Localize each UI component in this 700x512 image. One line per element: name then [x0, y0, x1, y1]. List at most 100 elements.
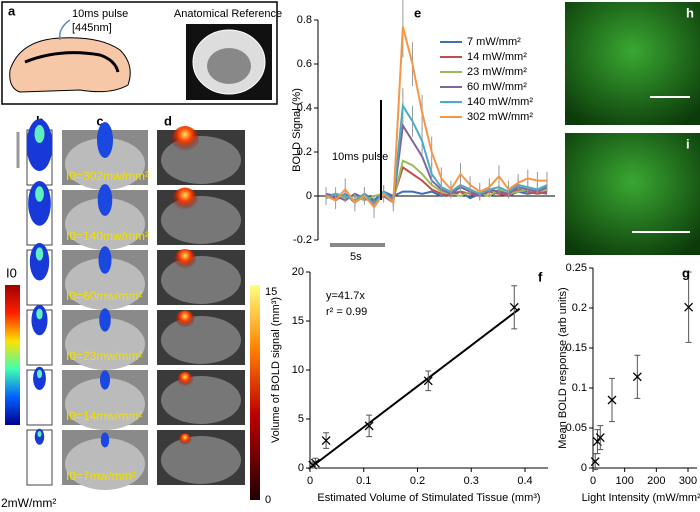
intensity-label: I0=14mw/mm²	[66, 409, 142, 423]
rat-brain	[9, 37, 131, 93]
y-tick-label: 0.15	[566, 342, 587, 354]
mri-overlay	[100, 432, 110, 448]
mri-brain	[65, 258, 145, 310]
data-point	[310, 458, 320, 468]
x-tick-label: 0.4	[517, 475, 532, 487]
bold-brain	[161, 256, 241, 304]
y-axis-label: Mean BOLD response (arb units)	[557, 287, 569, 448]
light-model-core	[36, 369, 43, 379]
colorbar-label: 15	[265, 286, 277, 298]
x-tick-label: 0.2	[410, 475, 425, 487]
legend-label: 140 mW/mm²	[467, 96, 533, 108]
x-tick-label: 300	[679, 475, 697, 487]
panel-label: a	[8, 3, 16, 18]
y-tick-label: 0.2	[297, 146, 312, 158]
x-tick-label: 0	[307, 475, 313, 487]
pulse-text: [445nm]	[72, 22, 112, 34]
legend-label: 60 mW/mm²	[467, 81, 527, 93]
annotation: y=41.7x	[326, 290, 365, 302]
light-model-core	[34, 125, 45, 143]
colorbar	[5, 285, 20, 425]
bold-brain	[161, 316, 241, 364]
panel-label: i	[686, 136, 690, 151]
data-point	[364, 421, 374, 431]
bold-activation	[172, 187, 198, 213]
light-model	[26, 119, 53, 171]
reference-title: Anatomical Reference	[174, 8, 282, 20]
legend-label: 7 mW/mm²	[467, 36, 521, 48]
mri-brain	[65, 438, 145, 490]
data-point	[509, 302, 519, 312]
panel-label: h	[686, 5, 694, 20]
colorbar-label: 2mW/mm²	[1, 496, 56, 510]
histology-image	[565, 133, 700, 255]
x-tick-label: 0.3	[464, 475, 479, 487]
mri-brain	[65, 198, 145, 250]
y-tick-label: 0	[581, 462, 587, 474]
intensity-label: I0=302mw/mm²	[66, 169, 149, 183]
panel-label: d	[164, 113, 172, 128]
y-tick-label: 0.25	[566, 262, 587, 274]
data-point	[632, 372, 642, 382]
x-tick-label: 100	[615, 475, 633, 487]
optic-fiber	[58, 19, 71, 41]
annotation: 5s	[350, 251, 362, 263]
x-axis-label: Estimated Volume of Stimulated Tissue (m…	[317, 492, 540, 504]
legend-label: 302 mW/mm²	[467, 111, 533, 123]
mri-brain	[65, 378, 145, 430]
panel-label: c	[96, 113, 103, 128]
panel-label: f	[538, 269, 543, 284]
data-point	[684, 302, 694, 312]
x-axis-label: Light Intensity (mW/mm²)	[582, 492, 700, 504]
legend-label: 23 mW/mm²	[467, 66, 527, 78]
mri-overlay	[99, 308, 111, 332]
light-model-core	[36, 308, 43, 320]
y-tick-label: 0	[298, 462, 304, 474]
y-tick-label: 15	[292, 315, 304, 327]
fit-line	[309, 307, 521, 469]
y-tick-label: 0.8	[297, 14, 312, 26]
light-model	[28, 180, 51, 226]
bold-activation	[175, 310, 195, 330]
colorbar-title: I0	[6, 265, 17, 280]
bold-activation	[174, 249, 196, 271]
light-model	[31, 304, 48, 336]
histology-image	[565, 2, 700, 125]
data-point	[607, 395, 617, 405]
panel-label: e	[414, 5, 421, 20]
light-model	[29, 242, 50, 281]
mri-overlay	[98, 246, 112, 274]
light-model-core	[35, 186, 44, 202]
data-point	[595, 433, 605, 443]
mri-overlay	[97, 122, 113, 158]
y-tick-label: 0.05	[566, 422, 587, 434]
colorbar	[250, 285, 260, 500]
intensity-label: I0=60mw/mm²	[66, 289, 142, 303]
series-line	[325, 26, 547, 209]
bold-activation	[178, 433, 192, 447]
mri-overlay	[100, 370, 110, 390]
data-point	[321, 436, 331, 446]
y-tick-label: 0.6	[297, 58, 312, 70]
intensity-label: I0=140mw/mm²	[66, 229, 149, 243]
legend-label: 14 mW/mm²	[467, 51, 527, 63]
panel-label: g	[682, 265, 690, 280]
y-axis-label: Volume of BOLD signal (mm³)	[270, 297, 282, 443]
data-point	[423, 376, 433, 386]
light-model	[33, 366, 46, 390]
light-model-core	[37, 431, 42, 437]
mri-brain	[65, 318, 145, 370]
bold-activation	[177, 372, 193, 388]
colorbar-label: 0	[265, 494, 271, 506]
bold-brain	[161, 436, 241, 484]
series-line	[325, 102, 548, 207]
y-tick-label: 5	[298, 413, 304, 425]
intensity-label: I0=7mw/mm²	[66, 469, 136, 483]
intensity-label: I0=23mw/mm²	[66, 349, 142, 363]
y-tick-label: 20	[292, 266, 304, 278]
bold-brain	[161, 376, 241, 424]
y-tick-label: 0	[306, 190, 312, 202]
y-tick-label: -0.2	[293, 234, 312, 246]
data-point	[590, 457, 600, 467]
